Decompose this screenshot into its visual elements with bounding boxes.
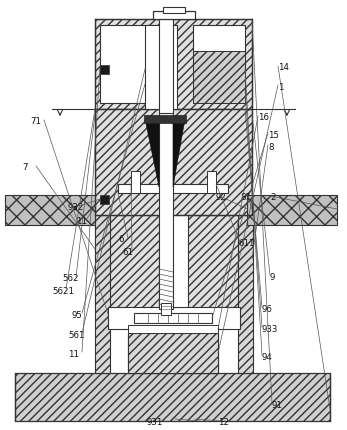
Polygon shape — [145, 120, 159, 187]
Text: 94: 94 — [262, 353, 273, 362]
Bar — [108, 307, 240, 329]
Text: 16: 16 — [258, 113, 269, 122]
Text: 1: 1 — [278, 83, 283, 92]
Bar — [207, 172, 216, 194]
Text: 14: 14 — [278, 63, 289, 72]
Bar — [95, 110, 252, 215]
Text: 95: 95 — [72, 311, 83, 320]
Bar — [238, 215, 253, 373]
Bar — [134, 313, 212, 323]
Text: 71: 71 — [30, 117, 41, 126]
Bar — [118, 184, 228, 194]
Text: 6: 6 — [118, 235, 124, 244]
Polygon shape — [173, 120, 185, 187]
Bar — [193, 26, 245, 78]
Bar — [100, 66, 109, 75]
Text: 931: 931 — [147, 418, 163, 427]
Bar — [247, 196, 337, 225]
Bar — [153, 12, 195, 20]
Text: 932: 932 — [68, 203, 84, 212]
Bar — [15, 373, 330, 421]
Bar — [193, 52, 245, 104]
Bar — [100, 26, 155, 104]
Bar — [161, 303, 171, 315]
Text: 8: 8 — [268, 143, 273, 152]
Text: 61: 61 — [122, 248, 133, 257]
Bar — [128, 325, 218, 333]
Text: 12: 12 — [218, 418, 229, 427]
Text: 5621: 5621 — [52, 287, 74, 296]
Text: 15: 15 — [268, 131, 279, 140]
Bar — [128, 333, 218, 373]
Bar — [163, 8, 185, 14]
Text: 561: 561 — [68, 331, 85, 340]
Bar — [131, 172, 140, 194]
Text: 611: 611 — [238, 239, 254, 248]
Bar — [128, 333, 218, 373]
Bar — [100, 196, 109, 205]
Bar — [193, 52, 245, 104]
Bar — [159, 20, 173, 114]
Text: 81: 81 — [240, 193, 251, 202]
Bar — [95, 215, 159, 309]
Text: 7: 7 — [22, 163, 27, 172]
Text: 11: 11 — [68, 350, 79, 359]
Text: 933: 933 — [262, 325, 278, 334]
Text: 9: 9 — [270, 273, 276, 282]
Text: 562: 562 — [62, 274, 78, 283]
Bar — [159, 114, 173, 309]
Text: 91: 91 — [272, 401, 283, 409]
Text: 96: 96 — [262, 305, 273, 314]
Bar — [95, 215, 110, 373]
Text: 92: 92 — [216, 193, 227, 202]
Bar — [5, 196, 95, 225]
Text: 2: 2 — [270, 193, 276, 202]
Bar — [145, 26, 177, 110]
Bar — [95, 20, 252, 110]
Bar — [144, 116, 186, 124]
Bar — [188, 215, 252, 309]
Text: 11: 11 — [76, 217, 87, 226]
